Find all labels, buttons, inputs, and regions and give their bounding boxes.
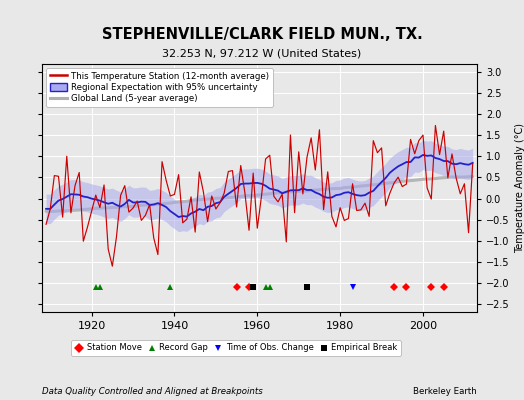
Legend: This Temperature Station (12-month average), Regional Expectation with 95% uncer: This Temperature Station (12-month avera… [46, 68, 272, 106]
Text: 32.253 N, 97.212 W (United States): 32.253 N, 97.212 W (United States) [162, 48, 362, 58]
Y-axis label: Temperature Anomaly (°C): Temperature Anomaly (°C) [515, 123, 524, 253]
Text: Berkeley Earth: Berkeley Earth [413, 387, 477, 396]
Text: STEPHENVILLE/CLARK FIELD MUN., TX.: STEPHENVILLE/CLARK FIELD MUN., TX. [102, 27, 422, 42]
Text: Data Quality Controlled and Aligned at Breakpoints: Data Quality Controlled and Aligned at B… [42, 387, 263, 396]
Legend: Station Move, Record Gap, Time of Obs. Change, Empirical Break: Station Move, Record Gap, Time of Obs. C… [71, 340, 401, 356]
